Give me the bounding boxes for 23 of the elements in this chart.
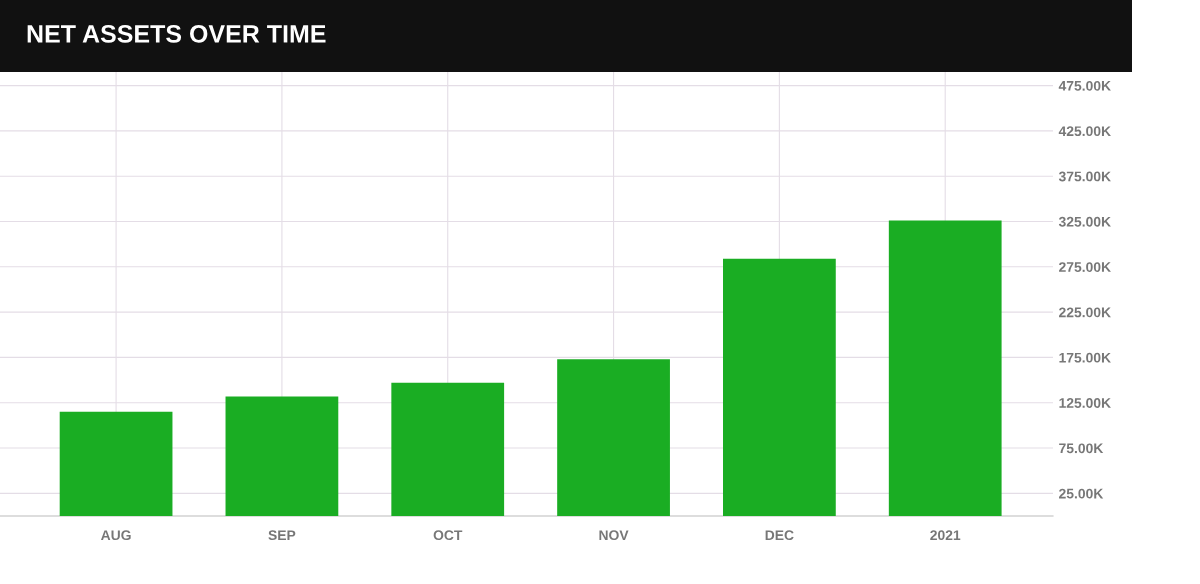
y-tick-label: 325.00K xyxy=(1058,216,1111,227)
bar xyxy=(557,359,670,516)
bar xyxy=(225,396,339,516)
x-tick-label: AUG xyxy=(100,530,131,541)
chart-title: NET ASSETS OVER TIME xyxy=(27,25,326,43)
y-tick-label: 175.00K xyxy=(1059,352,1111,363)
x-tick-label: DEC xyxy=(765,530,794,541)
bar xyxy=(59,411,173,516)
y-tick-label: 125.00K xyxy=(1059,398,1111,408)
x-tick-label: SEP xyxy=(268,530,296,541)
bar xyxy=(391,382,505,516)
x-tick-label: OCT xyxy=(433,530,463,541)
y-tick-label: 25.00K xyxy=(1059,488,1104,499)
y-tick-label: 75.00K xyxy=(1059,443,1104,454)
x-tick-label: NOV xyxy=(599,530,629,541)
y-tick-label: 375.00K xyxy=(1058,171,1111,182)
x-tick-label: 2021 xyxy=(930,530,961,541)
y-tick-label: 225.00K xyxy=(1059,307,1111,318)
y-tick-label: 275.00K xyxy=(1059,262,1111,272)
bar xyxy=(723,258,836,516)
bar xyxy=(888,220,1002,516)
y-tick-label: 425.00K xyxy=(1058,126,1111,137)
y-tick-label: 475.00K xyxy=(1058,80,1111,91)
